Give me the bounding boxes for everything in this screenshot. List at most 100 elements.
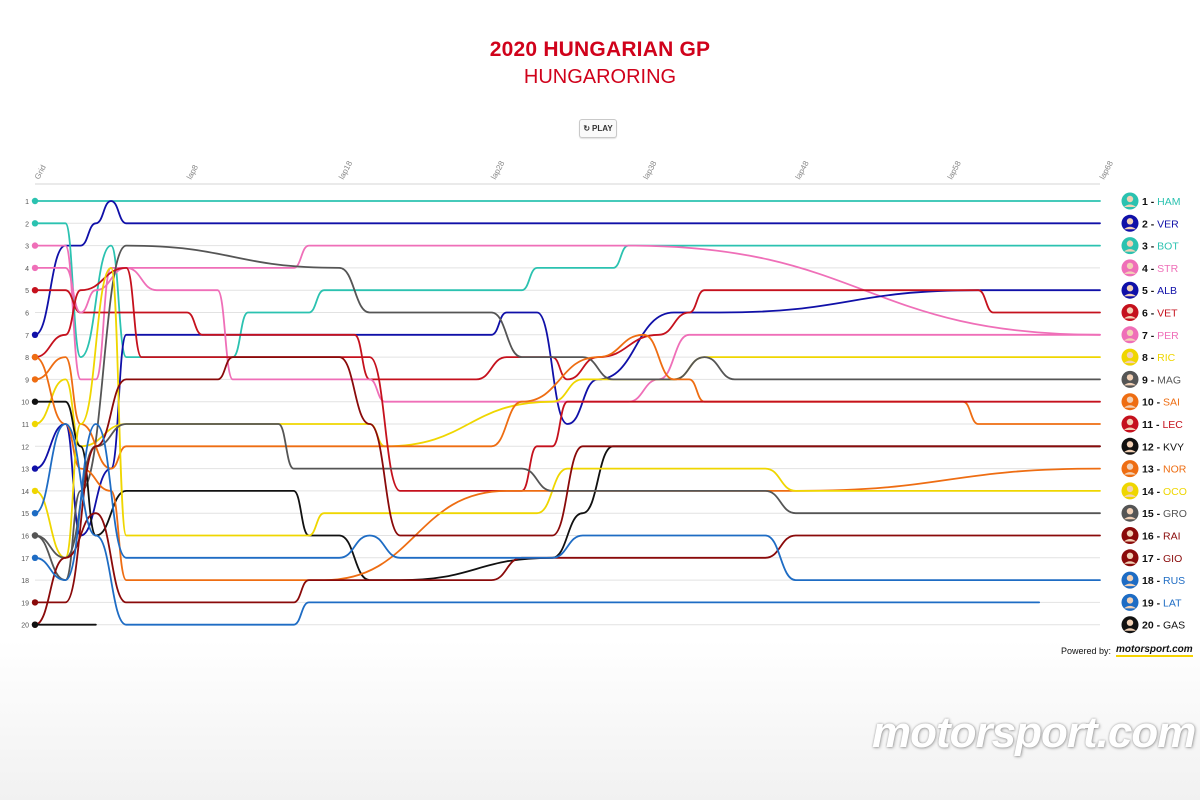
driver-avatar-face xyxy=(1126,530,1134,537)
y-tick-label: 4 xyxy=(25,266,29,273)
y-tick-label: 18 xyxy=(21,578,29,585)
series-line xyxy=(34,423,1101,582)
driver-avatar-body xyxy=(1124,360,1136,364)
start-dot xyxy=(31,487,39,495)
series-label: 8 - RIC xyxy=(1142,352,1176,364)
series-label: 13 - NOR xyxy=(1142,464,1187,476)
motorsport-logo: motorsport.com xyxy=(1116,644,1193,657)
start-dot xyxy=(31,331,39,338)
y-tick-label: 9 xyxy=(25,377,29,384)
series-label: 11 - LEC xyxy=(1142,419,1183,431)
y-tick-label: 7 xyxy=(25,333,29,340)
start-dot xyxy=(31,264,39,272)
y-tick-label: 13 xyxy=(21,467,29,474)
driver-avatar-face xyxy=(1126,418,1134,426)
x-tick-label: lap68 xyxy=(1098,159,1115,181)
start-dot xyxy=(31,599,39,606)
series-line xyxy=(34,267,1101,403)
series-label: 3 - BOT xyxy=(1142,241,1179,253)
x-tick-label: lap58 xyxy=(946,159,963,181)
driver-avatar-body xyxy=(1124,338,1136,341)
series-line xyxy=(34,356,1101,604)
x-tick-label: lap38 xyxy=(641,159,658,181)
start-dot xyxy=(31,376,39,383)
chart-subtitle: HUNGARORING xyxy=(523,66,677,88)
chart-title: 2020 HUNGARIAN GP xyxy=(489,38,711,61)
driver-avatar-face xyxy=(1126,218,1134,225)
driver-avatar-body xyxy=(1124,628,1136,631)
series-line xyxy=(34,267,1101,559)
series-label: 20 - GAS xyxy=(1142,620,1185,632)
driver-avatar-body xyxy=(1124,226,1136,230)
series-line xyxy=(34,222,1101,358)
series-label: 2 - VER xyxy=(1142,218,1179,230)
start-dot xyxy=(31,353,39,361)
series-label: 15 - GRO xyxy=(1142,508,1187,520)
driver-avatar-body xyxy=(1124,293,1136,297)
y-tick-label: 11 xyxy=(22,422,29,429)
driver-avatar-face xyxy=(1126,374,1134,381)
series-label: 14 - OCO xyxy=(1142,486,1187,498)
driver-avatar-face xyxy=(1126,307,1134,314)
play-button[interactable]: ↻ PLAY xyxy=(579,119,617,138)
series-label: 9 - MAG xyxy=(1142,374,1181,386)
series-line xyxy=(34,512,1101,626)
driver-avatar-body xyxy=(1124,449,1136,453)
series-label: 6 - VET xyxy=(1142,308,1178,320)
series-label: 5 - ALB xyxy=(1142,285,1177,297)
series-line xyxy=(34,400,1101,581)
driver-avatar-face xyxy=(1126,396,1134,403)
driver-avatar-face xyxy=(1126,597,1134,604)
driver-avatar-face xyxy=(1126,195,1134,203)
y-tick-label: 10 xyxy=(21,400,29,407)
start-dot xyxy=(31,220,39,227)
driver-avatar-body xyxy=(1124,472,1136,475)
series-label: 17 - GIO xyxy=(1142,553,1182,565)
driver-avatar-body xyxy=(1124,249,1136,252)
replay-icon: ↻ xyxy=(583,124,591,133)
driver-avatar-face xyxy=(1126,619,1134,626)
series-line xyxy=(34,267,1101,492)
driver-avatar-face xyxy=(1126,441,1134,448)
y-tick-label: 5 xyxy=(25,288,29,295)
series-label: 19 - LAT xyxy=(1142,597,1182,609)
driver-avatar-body xyxy=(1124,494,1136,497)
start-dot xyxy=(31,465,39,472)
start-dot xyxy=(31,242,39,249)
y-tick-label: 19 xyxy=(21,600,29,607)
footer-background xyxy=(0,640,1200,800)
position-chart: Grid lap8 lap18 lap28 lap38 lap48 lap58 lap6812… xyxy=(21,159,1187,634)
y-tick-label: 17 xyxy=(21,556,29,563)
series-line xyxy=(34,423,1041,626)
driver-avatar-body xyxy=(1124,405,1136,408)
start-dot xyxy=(31,398,39,405)
x-tick-label: lap28 xyxy=(489,159,506,181)
series-label: 1 - HAM xyxy=(1142,196,1181,208)
driver-avatar-face xyxy=(1126,240,1134,247)
watermark: motorsport.com xyxy=(872,708,1196,757)
series-line xyxy=(34,289,1101,537)
series-label: 10 - SAI xyxy=(1142,397,1180,409)
y-tick-label: 14 xyxy=(21,489,29,496)
series-label: 4 - STR xyxy=(1142,263,1179,275)
driver-avatar-body xyxy=(1124,204,1136,207)
x-tick-label: Grid xyxy=(33,163,48,181)
start-dot xyxy=(31,510,39,517)
start-dot xyxy=(31,532,39,539)
driver-avatar-body xyxy=(1124,316,1136,319)
driver-avatar-body xyxy=(1124,539,1136,542)
driver-avatar-face xyxy=(1126,262,1134,270)
driver-avatar-face xyxy=(1126,329,1134,336)
series-line xyxy=(34,244,1101,581)
y-tick-label: 20 xyxy=(21,623,29,630)
start-dot xyxy=(31,554,39,561)
y-tick-label: 3 xyxy=(25,244,29,251)
driver-avatar-body xyxy=(1124,382,1136,386)
driver-avatar-body xyxy=(1124,605,1136,609)
series-label: 18 - RUS xyxy=(1142,575,1185,587)
y-tick-label: 8 xyxy=(25,355,29,362)
y-tick-label: 16 xyxy=(21,534,29,541)
series-label: 12 - KVY xyxy=(1142,441,1184,453)
driver-avatar-body xyxy=(1124,583,1136,587)
start-dot xyxy=(31,197,39,205)
